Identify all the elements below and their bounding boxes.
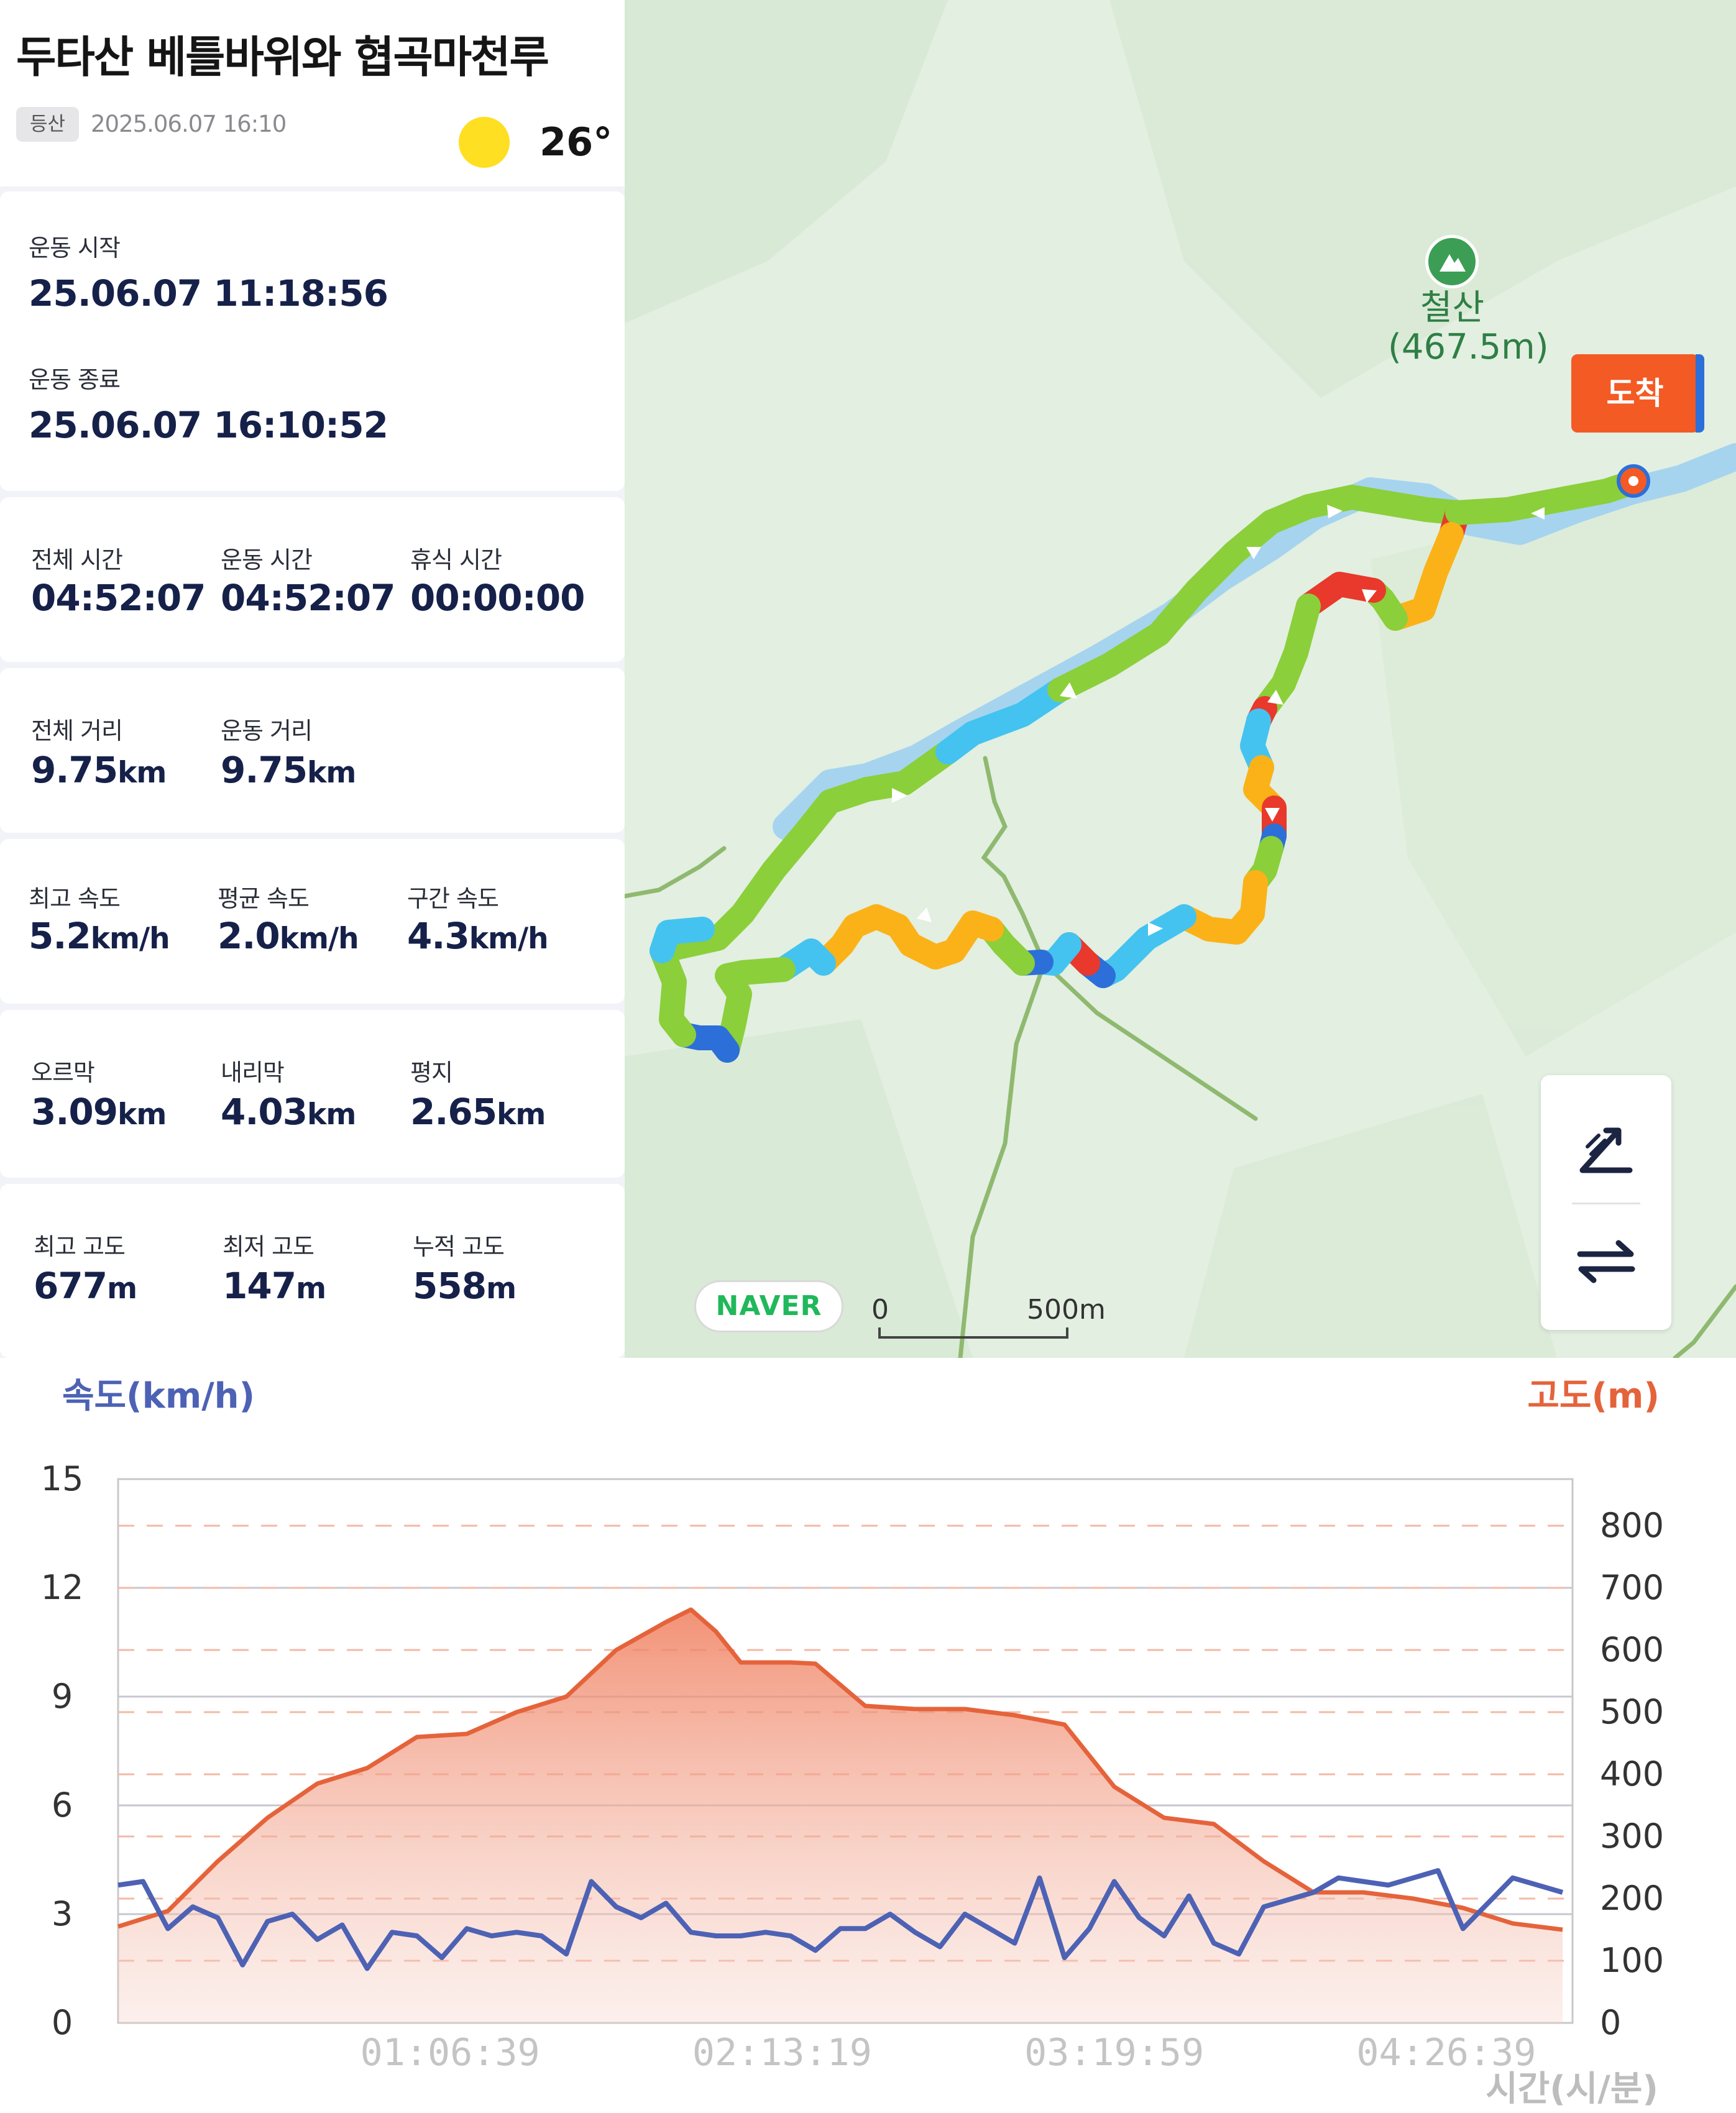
altitude-line bbox=[117, 1607, 1563, 1932]
min-altitude-value: 147m bbox=[223, 1265, 326, 1307]
total-time-value: 04:52:07 bbox=[31, 577, 206, 619]
speed-tick-label: 0 bbox=[52, 2003, 73, 2042]
downhill-label: 내리막 bbox=[221, 1059, 285, 1086]
scale-end: 500m bbox=[1027, 1294, 1106, 1326]
altitude-tick-label: 0 bbox=[1600, 2003, 1621, 2042]
section-speed-value: 4.3km/h bbox=[407, 915, 549, 957]
route-map[interactable]: 철산 (467.5m) 도착 NAVER 0 500m bbox=[625, 0, 1736, 1358]
speed-tick-label: 9 bbox=[52, 1677, 73, 1716]
altitude-tick-label: 300 bbox=[1600, 1817, 1664, 1856]
altitude-tick-label: 800 bbox=[1600, 1506, 1664, 1545]
altitude-axis-ticks: 0 100 200 300 400 500 600 700 800 bbox=[1600, 1506, 1664, 2042]
moving-time-value: 04:52:07 bbox=[221, 577, 396, 619]
section-speed-label: 구간 속도 bbox=[407, 885, 499, 912]
total-distance-label: 전체 거리 bbox=[31, 717, 123, 745]
terrain-shading bbox=[625, 0, 1736, 1358]
route-track bbox=[650, 469, 1647, 1063]
cumulative-altitude-label: 누적 고도 bbox=[413, 1233, 505, 1260]
moving-distance-label: 운동 거리 bbox=[221, 717, 313, 745]
altitude-tick-label: 400 bbox=[1600, 1754, 1664, 1794]
time-tick-label: 04:26:39 bbox=[1356, 2031, 1536, 2074]
speed-axis-ticks: 0 3 6 9 12 15 bbox=[41, 1459, 84, 2042]
moving-time-label: 운동 시간 bbox=[221, 546, 313, 574]
time-range-card: 운동 시작 25.06.07 11:18:56 운동 종료 25.06.07 1… bbox=[0, 191, 625, 491]
speed-line bbox=[117, 1868, 1564, 1971]
altitude-tick-label: 700 bbox=[1600, 1568, 1664, 1607]
end-value: 25.06.07 16:10:52 bbox=[29, 404, 388, 446]
uphill-value: 3.09km bbox=[31, 1091, 167, 1133]
slope-toggle-icon[interactable] bbox=[1569, 1109, 1643, 1184]
sun-icon bbox=[459, 117, 510, 168]
min-altitude-label: 최저 고도 bbox=[223, 1233, 315, 1260]
scale-start: 0 bbox=[871, 1294, 889, 1326]
swap-icon[interactable] bbox=[1569, 1224, 1643, 1299]
speed-altitude-chart: 0 3 6 9 12 15 0 100 200 300 400 500 600 700 800 01:06… bbox=[0, 1358, 1736, 2113]
end-label: 운동 종료 bbox=[29, 366, 121, 393]
direction-markers bbox=[892, 505, 1545, 936]
arrival-label: 도착 bbox=[1571, 354, 1699, 433]
avg-speed-value: 2.0km/h bbox=[218, 915, 359, 957]
max-altitude-label: 최고 고도 bbox=[34, 1233, 126, 1260]
time-axis-ticks: 01:06:39 02:13:19 03:19:59 04:26:39 bbox=[361, 2031, 1536, 2074]
speed-tick-label: 12 bbox=[41, 1568, 84, 1607]
speed-tick-label: 6 bbox=[52, 1785, 73, 1825]
rest-time-label: 휴식 시간 bbox=[410, 546, 502, 574]
time-axis-title: 시간(시/분) bbox=[1486, 2069, 1658, 2109]
altitude-tick-label: 500 bbox=[1600, 1692, 1664, 1731]
altitude-axis-title: 고도(m) bbox=[1527, 1376, 1660, 1416]
altitude-tick-label: 100 bbox=[1600, 1941, 1664, 1980]
river bbox=[773, 443, 1736, 840]
avg-speed-label: 평균 속도 bbox=[218, 885, 310, 912]
duration-card: 전체 시간 04:52:07 운동 시간 04:52:07 휴식 시간 00:0… bbox=[0, 497, 625, 662]
speed-card: 최고 속도 5.2km/h 평균 속도 2.0km/h 구간 속도 4.3km/… bbox=[0, 839, 625, 1004]
time-tick-label: 01:06:39 bbox=[361, 2031, 540, 2074]
controls-divider bbox=[1572, 1203, 1640, 1204]
altitude-tick-label: 200 bbox=[1600, 1879, 1664, 1918]
workout-summary-panel: 두타산 베틀바위와 협곡마천루 등산 2025.06.07 16:10 26° … bbox=[0, 0, 625, 1358]
arrival-label-accent bbox=[1696, 354, 1704, 433]
time-tick-label: 03:19:59 bbox=[1024, 2031, 1204, 2074]
hiking-trails bbox=[625, 756, 1736, 1358]
cumulative-altitude-value: 558m bbox=[413, 1265, 517, 1307]
altitude-card: 최고 고도 677m 최저 고도 147m 누적 고도 558m bbox=[0, 1184, 625, 1358]
speed-tick-label: 15 bbox=[41, 1459, 84, 1498]
naver-logo: NAVER bbox=[694, 1280, 843, 1332]
flat-value: 2.65km bbox=[410, 1091, 546, 1133]
map-controls bbox=[1541, 1075, 1671, 1330]
workout-header: 두타산 베틀바위와 협곡마천루 등산 2025.06.07 16:10 26° bbox=[0, 0, 625, 186]
total-distance-value: 9.75km bbox=[31, 749, 167, 791]
downhill-value: 4.03km bbox=[221, 1091, 356, 1133]
temperature: 26° bbox=[540, 119, 613, 165]
terrain-card: 오르막 3.09km 내리막 4.03km 평지 2.65km bbox=[0, 1010, 625, 1178]
max-speed-label: 최고 속도 bbox=[29, 885, 121, 912]
category-badge: 등산 bbox=[16, 107, 80, 142]
max-speed-value: 5.2km/h bbox=[29, 915, 170, 957]
speed-tick-label: 3 bbox=[52, 1894, 73, 1933]
total-time-label: 전체 시간 bbox=[31, 546, 123, 574]
start-value: 25.06.07 11:18:56 bbox=[29, 272, 388, 314]
map-canvas[interactable] bbox=[625, 0, 1736, 1358]
peak-name: 철산 bbox=[1420, 288, 1485, 328]
flat-label: 평지 bbox=[410, 1059, 453, 1086]
uphill-label: 오르막 bbox=[31, 1059, 95, 1086]
altitude-tick-label: 600 bbox=[1600, 1630, 1664, 1669]
scale-bar bbox=[878, 1327, 1068, 1339]
peak-elevation: (467.5m) bbox=[1388, 327, 1549, 367]
start-label: 운동 시작 bbox=[29, 234, 121, 262]
chart-canvas: 0 3 6 9 12 15 0 100 200 300 400 500 600 700 800 01:06… bbox=[41, 1376, 1664, 2109]
workout-title: 두타산 베틀바위와 협곡마천루 bbox=[16, 32, 549, 83]
moving-distance-value: 9.75km bbox=[221, 749, 356, 791]
rest-time-value: 00:00:00 bbox=[410, 577, 586, 619]
workout-datetime: 2025.06.07 16:10 bbox=[91, 111, 287, 137]
time-tick-label: 02:13:19 bbox=[692, 2031, 872, 2074]
speed-axis-title: 속도(km/h) bbox=[62, 1376, 255, 1416]
mountain-peak-icon[interactable] bbox=[1425, 235, 1479, 288]
distance-card: 전체 거리 9.75km 운동 거리 9.75km bbox=[0, 668, 625, 833]
max-altitude-value: 677m bbox=[34, 1265, 137, 1307]
